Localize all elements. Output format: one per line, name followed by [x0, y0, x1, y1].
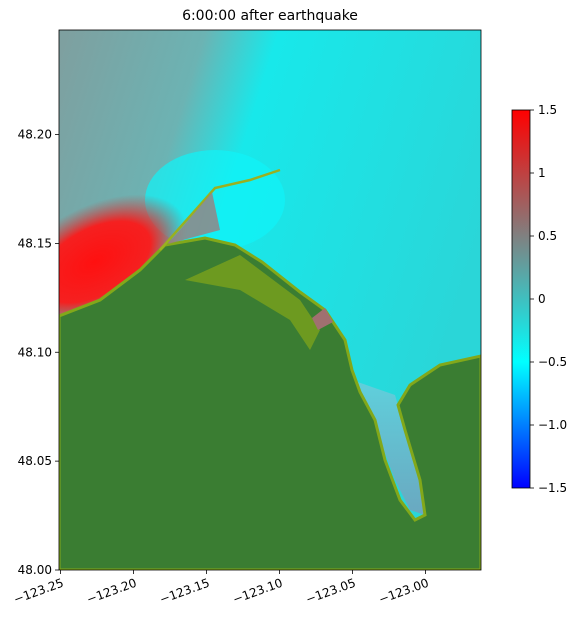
colorbar-tick-label: −1.0	[538, 418, 567, 432]
x-tick-label: −123.00	[377, 576, 431, 607]
y-tick-label: 48.20	[18, 128, 52, 142]
colorbar-tick-label: 0	[538, 292, 546, 306]
land	[59, 236, 481, 570]
tidal-flat	[185, 255, 320, 350]
x-tick-label: −123.10	[231, 576, 285, 607]
x-tick-label: −123.20	[85, 576, 139, 607]
colorbar-tick-label: −0.5	[538, 355, 567, 369]
y-tick-label: 48.10	[18, 345, 52, 359]
axes-frame	[58, 29, 482, 571]
map-area	[59, 30, 481, 570]
chart-title: 6:00:00 after earthquake	[182, 8, 358, 24]
x-tick-label: −123.25	[12, 576, 66, 607]
x-tick-label: −123.05	[304, 576, 358, 607]
colorbar	[511, 109, 531, 489]
colorbar-tick-label: 1	[538, 166, 546, 180]
spit	[159, 168, 281, 251]
lagoon	[168, 192, 220, 244]
colorbar-tick-label: −1.5	[538, 481, 567, 495]
y-tick-label: 48.05	[18, 454, 52, 468]
x-tick-label: −123.15	[158, 576, 212, 607]
colorbar-tick-label: 0.5	[538, 229, 557, 243]
y-tick-label: 48.00	[18, 563, 52, 577]
colorbar-tick-label: 1.5	[538, 103, 557, 117]
y-tick-label: 48.15	[18, 236, 52, 250]
harbor	[312, 308, 333, 330]
